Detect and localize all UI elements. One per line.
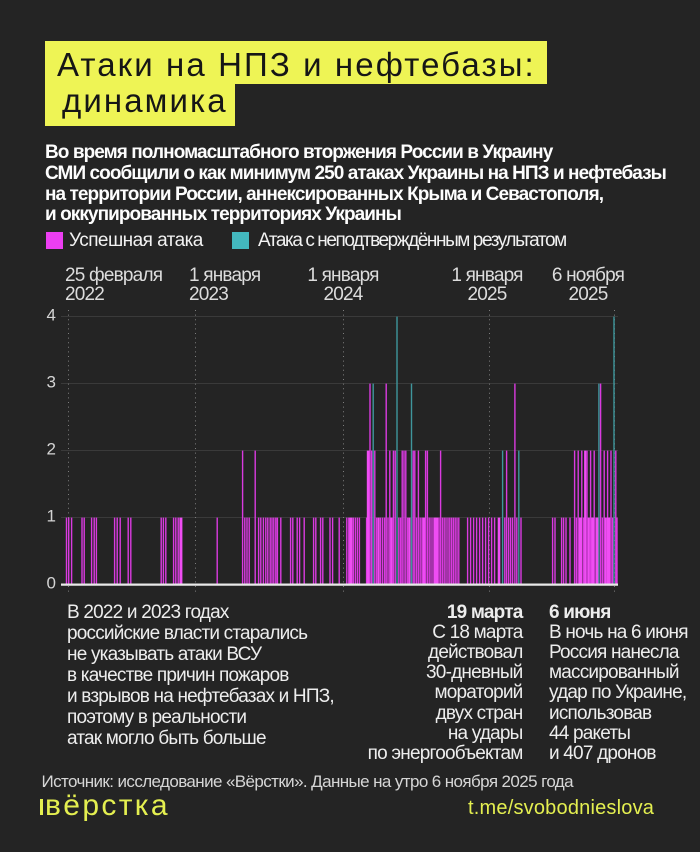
svg-text:6 ноября: 6 ноября — [552, 265, 624, 286]
svg-text:2023: 2023 — [189, 284, 228, 305]
svg-text:1: 1 — [47, 507, 56, 526]
svg-text:1 января: 1 января — [451, 265, 522, 286]
svg-text:4: 4 — [47, 306, 56, 325]
svg-text:2022: 2022 — [65, 284, 104, 305]
svg-text:25 февраля: 25 февраля — [65, 265, 162, 286]
svg-text:2: 2 — [47, 440, 56, 459]
svg-text:2024: 2024 — [323, 284, 363, 305]
svg-text:2025: 2025 — [568, 284, 607, 305]
svg-text:2025: 2025 — [467, 284, 506, 305]
svg-text:3: 3 — [47, 373, 56, 392]
svg-text:1 января: 1 января — [307, 265, 378, 286]
svg-text:0: 0 — [47, 574, 56, 593]
svg-text:1 января: 1 января — [189, 265, 260, 286]
